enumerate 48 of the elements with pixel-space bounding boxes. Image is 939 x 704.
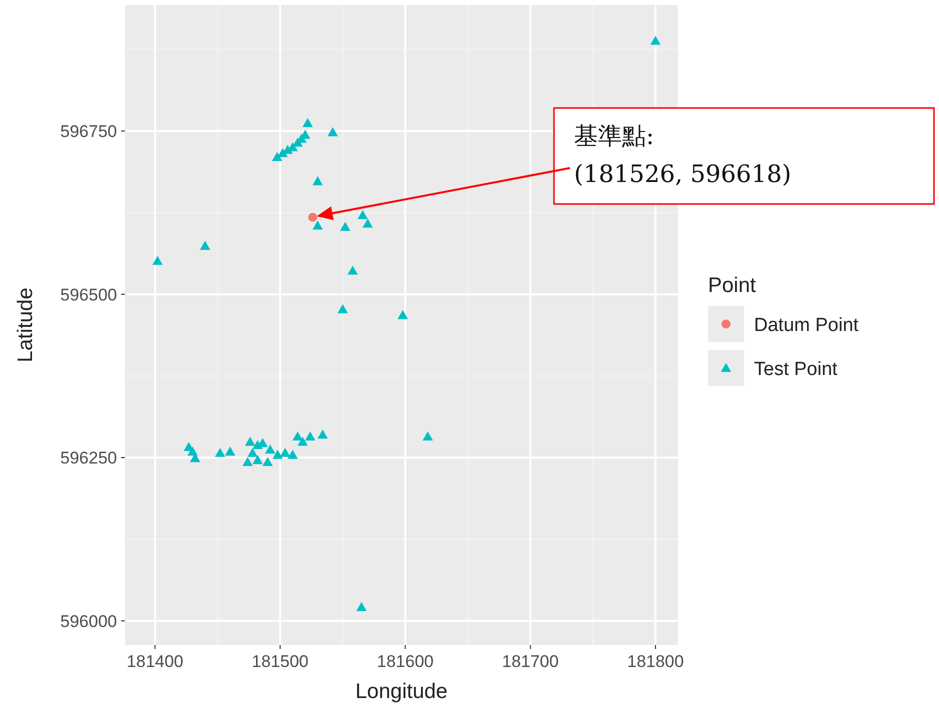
point	[362, 218, 373, 228]
point	[398, 310, 408, 320]
annotation: 基準點: (181526, 596618)	[574, 122, 792, 188]
point	[247, 448, 258, 457]
point	[348, 266, 358, 275]
x-axis-title: Longitude	[355, 680, 448, 703]
x-tick-label: 181600	[376, 652, 434, 671]
point	[340, 222, 350, 231]
point	[272, 152, 282, 162]
point	[302, 118, 313, 128]
point	[252, 455, 263, 464]
legend-label: Datum Point	[754, 315, 860, 336]
point	[356, 602, 367, 612]
point	[200, 240, 210, 250]
y-tick-label: 596500	[60, 285, 117, 304]
point	[308, 212, 318, 222]
y-tick-label: 596750	[60, 122, 117, 142]
x-tick-label: 181700	[502, 652, 559, 671]
point	[280, 448, 290, 457]
y-tick-label: 596000	[60, 612, 117, 631]
point	[328, 127, 338, 136]
point	[152, 256, 163, 265]
point	[338, 304, 348, 314]
point	[264, 444, 276, 454]
point	[318, 430, 328, 439]
point	[224, 446, 236, 456]
y-tick-label: 596250	[60, 448, 117, 468]
point	[297, 436, 308, 446]
point	[242, 456, 253, 466]
legend-label: Test Point	[754, 359, 838, 380]
point	[422, 432, 433, 441]
point	[312, 220, 323, 230]
legend-title: Point	[708, 274, 756, 297]
x-tick-label: 181400	[126, 652, 184, 671]
point	[358, 210, 368, 220]
point	[272, 450, 283, 459]
y-axis-title: Latitude	[14, 288, 37, 362]
point	[214, 448, 226, 457]
x-tick-label: 181500	[252, 652, 309, 671]
point	[244, 436, 256, 446]
point	[262, 456, 273, 466]
point	[312, 176, 323, 186]
point	[650, 36, 661, 45]
point	[292, 432, 303, 441]
point	[187, 446, 198, 456]
point	[304, 432, 316, 441]
x-tick-label: 181800	[627, 652, 684, 671]
point	[287, 450, 298, 459]
